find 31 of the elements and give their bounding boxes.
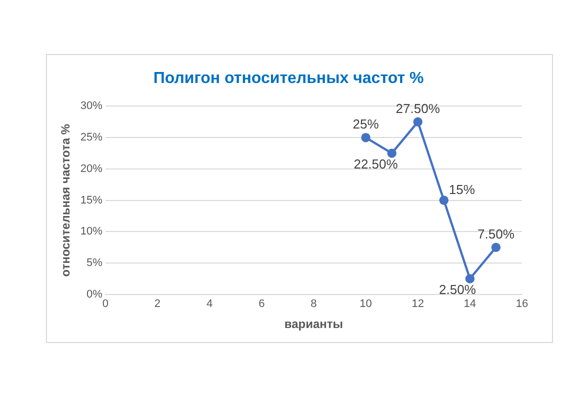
- data-label: 7.50%: [478, 226, 515, 242]
- y-tick-label: 20%: [80, 162, 103, 175]
- x-tick-label: 2: [154, 298, 161, 310]
- x-axis-title: варианты: [284, 317, 344, 332]
- y-tick-label: 5%: [86, 257, 103, 270]
- point: [491, 242, 501, 252]
- data-label: 27.50%: [396, 100, 440, 116]
- x-tick-label: 8: [310, 298, 317, 310]
- point: [387, 148, 396, 158]
- x-tick-label: 4: [206, 298, 213, 310]
- x-tick-label: 12: [412, 298, 424, 310]
- point: [361, 132, 370, 142]
- y-tick-label: 15%: [80, 194, 103, 206]
- data-label: 2.50%: [439, 282, 476, 297]
- data-label: 25%: [352, 116, 380, 132]
- data-label: 22.50%: [354, 156, 398, 172]
- x-tick-label: 6: [258, 298, 265, 310]
- chart-title: Полигон относительных частот %: [153, 70, 424, 88]
- y-tick-label: 0%: [86, 288, 103, 300]
- y-tick-label: 30%: [80, 100, 103, 112]
- data-label: 15%: [448, 182, 476, 197]
- x-tick-label: 16: [516, 298, 528, 310]
- point: [439, 196, 449, 205]
- y-tick-label: 25%: [80, 132, 103, 144]
- x-tick-label: 14: [464, 298, 476, 310]
- point: [413, 117, 422, 127]
- x-tick-label: 10: [360, 298, 372, 310]
- x-tick-label: 0: [102, 298, 108, 310]
- y-tick-label: 10%: [80, 226, 103, 238]
- y-axis-title: относительная частота %: [58, 124, 73, 277]
- point: [465, 274, 475, 284]
